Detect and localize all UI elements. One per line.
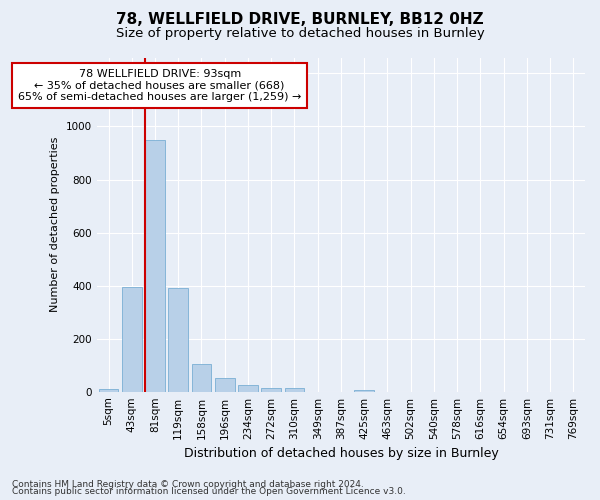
Bar [122,287,142,392]
Bar [238,385,258,392]
Text: Contains public sector information licensed under the Open Government Licence v3: Contains public sector information licen… [12,487,406,496]
Bar [215,378,235,392]
Bar [191,364,211,392]
X-axis label: Distribution of detached houses by size in Burnley: Distribution of detached houses by size … [184,447,499,460]
Bar [355,390,374,392]
Text: Contains HM Land Registry data © Crown copyright and database right 2024.: Contains HM Land Registry data © Crown c… [12,480,364,489]
Text: 78, WELLFIELD DRIVE, BURNLEY, BB12 0HZ: 78, WELLFIELD DRIVE, BURNLEY, BB12 0HZ [116,12,484,28]
Text: Size of property relative to detached houses in Burnley: Size of property relative to detached ho… [116,28,484,40]
Bar [145,140,165,392]
Bar [169,288,188,392]
Bar [262,388,281,392]
Bar [98,389,118,392]
Y-axis label: Number of detached properties: Number of detached properties [50,137,60,312]
Text: 78 WELLFIELD DRIVE: 93sqm
← 35% of detached houses are smaller (668)
65% of semi: 78 WELLFIELD DRIVE: 93sqm ← 35% of detac… [18,68,301,102]
Bar [284,388,304,392]
